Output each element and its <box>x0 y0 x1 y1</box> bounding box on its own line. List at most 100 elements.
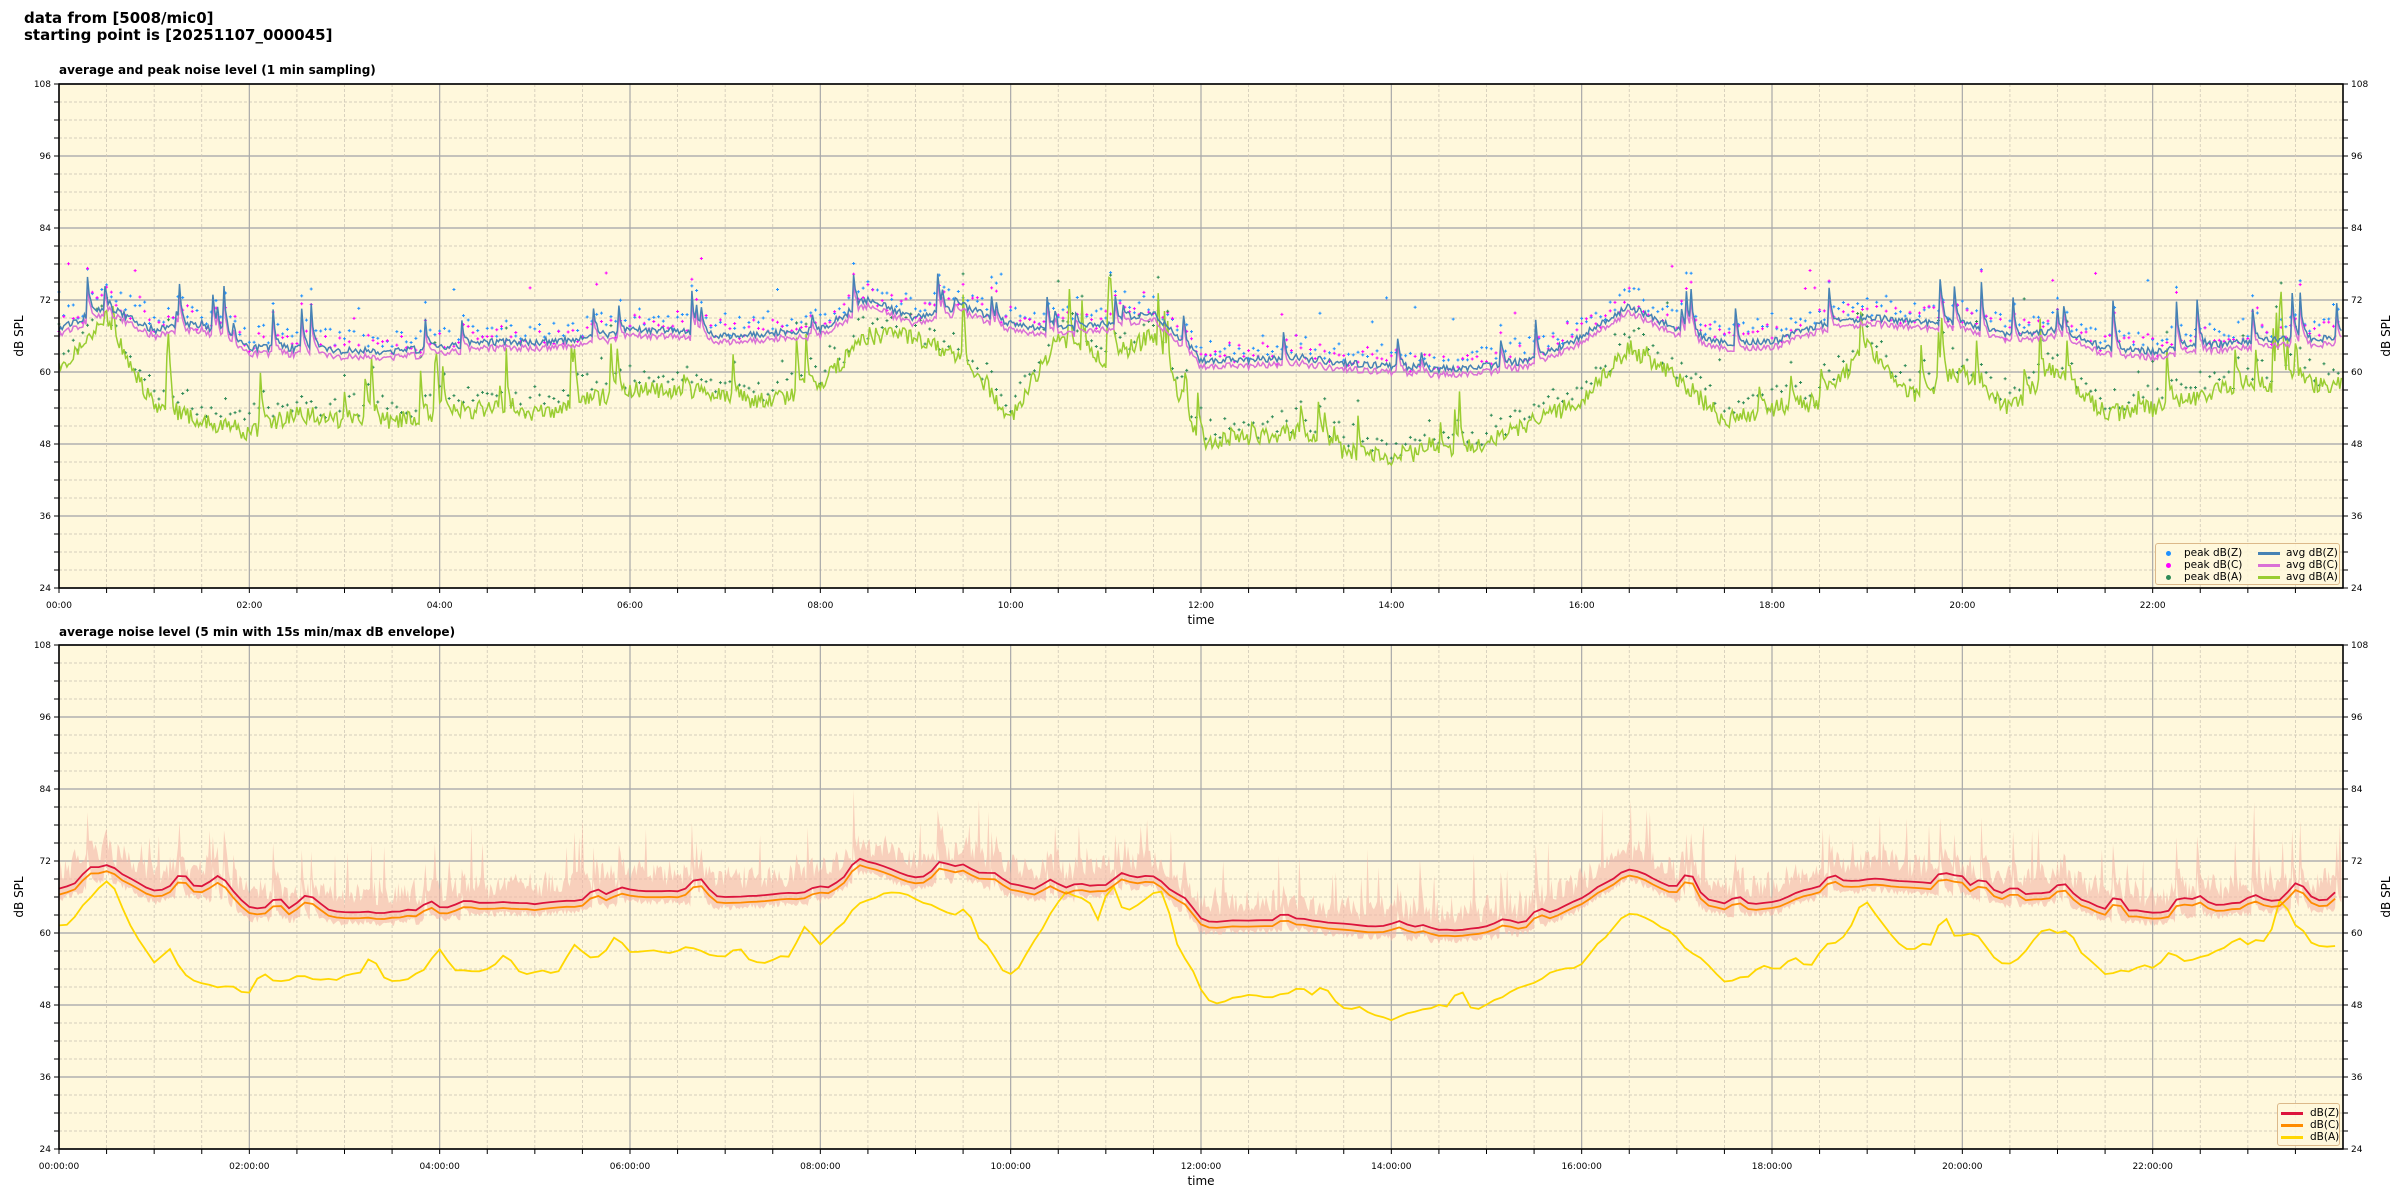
peak-z-point <box>861 286 865 290</box>
peak-a-point <box>1389 456 1393 460</box>
peak-z-point <box>1404 354 1408 358</box>
peak-z-point <box>852 262 856 266</box>
peak-c-point <box>1204 352 1208 356</box>
peak-z-point <box>1061 308 1065 312</box>
peak-a-point <box>647 376 651 380</box>
peak-a-point <box>1080 294 1084 298</box>
peak-z-point <box>2189 334 2193 338</box>
peak-c-point <box>2260 323 2264 327</box>
peak-z-point <box>1223 347 1227 351</box>
peak-z-point <box>509 323 513 327</box>
peak-c-point <box>557 329 561 333</box>
legend-label: peak dB(C) <box>2184 559 2243 571</box>
legend-line-icon <box>2258 551 2280 555</box>
legend-label: dB(A) <box>2310 1131 2340 1143</box>
peak-c-point <box>1475 355 1479 359</box>
peak-z-point <box>2117 329 2121 333</box>
peak-z-point <box>252 340 256 344</box>
peak-c-point <box>1237 343 1241 347</box>
peak-z-point <box>362 333 366 337</box>
peak-a-point <box>1123 331 1127 335</box>
peak-a-point <box>333 397 337 401</box>
peak-c-point <box>1756 330 1760 334</box>
peak-z-point <box>1794 320 1798 324</box>
peak-a-point <box>228 412 232 416</box>
y-tick-label-right: 84 <box>2351 224 2363 234</box>
peak-z-point <box>1675 309 1679 313</box>
x-tick-label: 06:00 <box>617 601 643 611</box>
peak-z-point <box>980 296 984 300</box>
y-axis-label: dB SPL <box>12 876 26 918</box>
peak-z-point <box>1689 271 1693 275</box>
peak-c-point <box>928 302 932 306</box>
peak-c-point <box>699 257 703 261</box>
peak-z-point <box>1099 307 1103 311</box>
peak-a-point <box>561 389 565 393</box>
peak-z-point <box>2165 337 2169 341</box>
peak-z-point <box>2056 296 2059 300</box>
peak-a-point <box>856 317 860 321</box>
peak-z-point <box>994 281 998 285</box>
peak-c-point <box>1094 326 1098 330</box>
peak-c-point <box>1266 344 1270 348</box>
peak-a-point <box>1827 369 1831 373</box>
x-tick-label: 22:00 <box>2140 601 2166 611</box>
peak-c-point <box>476 337 480 341</box>
peak-z-point <box>1042 312 1046 316</box>
peak-z-point <box>2184 333 2188 337</box>
peak-c-point <box>1822 309 1826 313</box>
peak-c-point <box>1028 318 1032 322</box>
peak-z-point <box>257 325 261 329</box>
peak-a-point <box>1151 324 1155 328</box>
peak-a-point <box>1894 374 1898 378</box>
peak-z-point <box>1584 320 1588 324</box>
peak-a-point <box>1879 340 1883 344</box>
peak-a-point <box>2013 386 2017 390</box>
peak-c-point <box>1684 287 1688 291</box>
peak-c-point <box>1085 313 1089 317</box>
peak-z-point <box>390 344 394 348</box>
peak-z-point <box>699 300 703 304</box>
peak-a-point <box>1204 437 1208 441</box>
peak-a-point <box>875 317 879 321</box>
peak-a-point <box>885 319 889 323</box>
peak-c-point <box>1280 312 1284 316</box>
peak-c-point <box>961 282 965 286</box>
peak-c-point <box>609 318 613 322</box>
peak-c-point <box>2165 341 2169 345</box>
peak-c-point <box>2103 334 2107 338</box>
peak-z-point <box>109 295 113 299</box>
peak-z-point <box>233 319 237 323</box>
peak-c-point <box>157 320 161 324</box>
peak-a-point <box>209 406 213 410</box>
peak-z-point <box>1913 302 1917 306</box>
peak-c-point <box>1760 327 1764 331</box>
peak-c-point <box>971 296 975 300</box>
peak-a-point <box>2098 396 2102 400</box>
peak-c-point <box>1827 279 1831 283</box>
figure-title-source: data from [5008/mic0] <box>24 9 214 27</box>
peak-z-point <box>1323 356 1327 360</box>
peak-a-point <box>737 383 741 387</box>
peak-z-point <box>2003 324 2007 328</box>
peak-c-point <box>1703 324 1707 328</box>
peak-c-point <box>875 304 879 308</box>
peak-a-point <box>2008 391 2012 395</box>
peak-z-point <box>504 319 508 323</box>
peak-c-point <box>1627 286 1631 290</box>
peak-a-point <box>690 380 694 384</box>
peak-z-point <box>2312 320 2316 324</box>
peak-z-point <box>2222 333 2226 337</box>
peak-a-point <box>343 373 346 377</box>
peak-a-point <box>642 370 646 374</box>
peak-c-point <box>1875 305 1879 309</box>
peak-a-point <box>704 380 708 384</box>
peak-a-point <box>1527 415 1531 419</box>
peak-c-point <box>1565 321 1569 325</box>
peak-a-point <box>2160 396 2164 400</box>
peak-z-point <box>404 340 408 344</box>
peak-a-point <box>1237 428 1241 432</box>
peak-z-point <box>1618 293 1622 297</box>
peak-a-point <box>2289 352 2293 356</box>
peak-z-point <box>966 299 970 303</box>
